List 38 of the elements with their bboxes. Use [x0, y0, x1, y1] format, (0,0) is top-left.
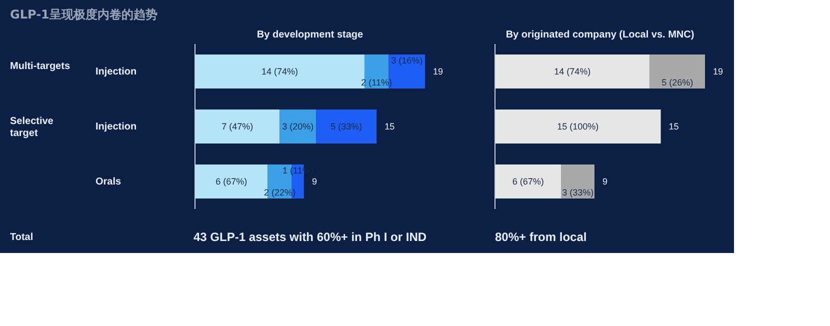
data-label: 7 (47%)	[222, 122, 254, 132]
data-label: 14 (74%)	[554, 66, 591, 76]
total-label: 15	[384, 122, 395, 132]
total-label: 19	[433, 66, 444, 76]
text: 43 GLP-1 assets with 60%+ in Ph I or IND	[193, 230, 427, 244]
data-label: 15 (100%)	[557, 122, 599, 132]
y-tick-label: Injection	[96, 122, 137, 132]
bar	[195, 54, 364, 88]
text: Total	[10, 232, 34, 243]
bar	[316, 110, 377, 144]
data-label: 3 (33%)	[562, 188, 594, 198]
data-label: 6 (67%)	[512, 176, 544, 186]
bar	[280, 110, 316, 144]
bar	[561, 164, 594, 198]
y-tick-label: Injection	[96, 66, 137, 78]
bar	[195, 110, 280, 144]
data-label: 5 (33%)	[330, 122, 362, 132]
total-label: 15	[668, 122, 679, 132]
chart-title: By originated company (Local vs. MNC)	[506, 30, 694, 40]
data-label: 3 (16%)	[391, 56, 423, 66]
total-label: 9	[312, 176, 317, 186]
bar	[495, 164, 562, 198]
text: GLP-1呈现极度内卷的趋势	[10, 8, 158, 22]
text: Multi-targets	[10, 61, 70, 72]
total-label: 9	[602, 176, 608, 186]
bar	[495, 54, 650, 88]
bar	[495, 110, 661, 144]
data-label: 14 (74%)	[261, 66, 298, 76]
data-label: 6 (67%)	[216, 176, 248, 186]
data-label: 5 (26%)	[662, 78, 694, 88]
text: 80%+ from local	[495, 230, 587, 244]
y-tick-label: Orals	[96, 176, 122, 188]
chart-title: By development stage	[256, 30, 364, 40]
data-label: 3 (20%)	[282, 122, 314, 132]
bar	[650, 54, 705, 88]
bar	[195, 164, 268, 198]
text: Selective target	[10, 116, 54, 139]
total-label: 19	[713, 66, 724, 76]
